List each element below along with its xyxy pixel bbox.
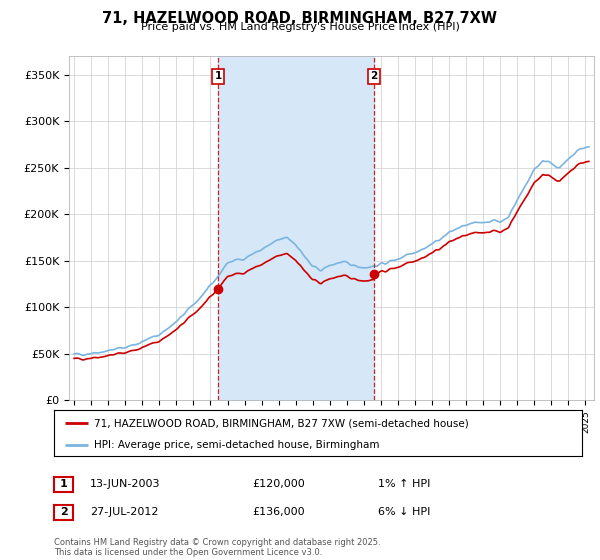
Text: Contains HM Land Registry data © Crown copyright and database right 2025.
This d: Contains HM Land Registry data © Crown c… (54, 538, 380, 557)
Text: 71, HAZELWOOD ROAD, BIRMINGHAM, B27 7XW: 71, HAZELWOOD ROAD, BIRMINGHAM, B27 7XW (103, 11, 497, 26)
Text: 2: 2 (60, 507, 67, 517)
Text: 1% ↑ HPI: 1% ↑ HPI (378, 479, 430, 489)
Text: £136,000: £136,000 (252, 507, 305, 517)
Text: 2: 2 (370, 72, 377, 81)
Text: 1: 1 (60, 479, 67, 489)
Text: HPI: Average price, semi-detached house, Birmingham: HPI: Average price, semi-detached house,… (94, 440, 379, 450)
Text: 71, HAZELWOOD ROAD, BIRMINGHAM, B27 7XW (semi-detached house): 71, HAZELWOOD ROAD, BIRMINGHAM, B27 7XW … (94, 418, 469, 428)
Text: 1: 1 (215, 72, 222, 81)
Text: Price paid vs. HM Land Registry's House Price Index (HPI): Price paid vs. HM Land Registry's House … (140, 22, 460, 32)
Text: 6% ↓ HPI: 6% ↓ HPI (378, 507, 430, 517)
Text: £120,000: £120,000 (252, 479, 305, 489)
Text: 13-JUN-2003: 13-JUN-2003 (90, 479, 161, 489)
Text: 27-JUL-2012: 27-JUL-2012 (90, 507, 158, 517)
